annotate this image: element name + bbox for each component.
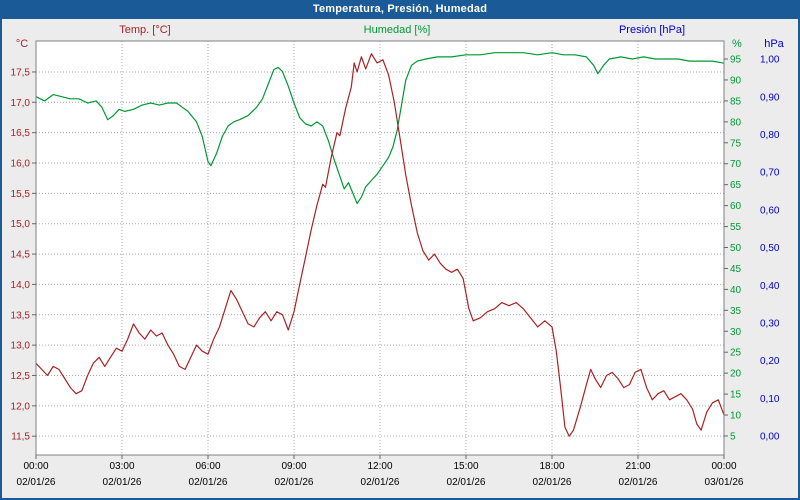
temp-axis-unit: °C bbox=[16, 38, 28, 50]
temp-tick-label: 17,5 bbox=[11, 67, 31, 78]
temp-tick-label: 13,5 bbox=[11, 310, 31, 321]
pressure-tick-label: 0,10 bbox=[760, 394, 780, 405]
humidity-tick-label: 45 bbox=[730, 264, 742, 275]
x-date-label: 02/01/26 bbox=[17, 477, 56, 488]
humidity-tick-label: 60 bbox=[730, 201, 742, 212]
pressure-tick-label: 0,00 bbox=[760, 432, 780, 443]
temp-axis: 17,5 17,0 16,5 16,0 15,5 15,0 14,5 14,0 13,5 13,0… bbox=[11, 38, 36, 443]
temp-tick-label: 14,5 bbox=[11, 250, 31, 261]
temp-tick-label: 14,0 bbox=[11, 280, 31, 291]
chart-canvas: 17,5 17,0 16,5 16,0 15,5 15,0 14,5 14,0 13,5 13,0… bbox=[11, 24, 785, 488]
humidity-tick-label: 40 bbox=[730, 285, 742, 296]
temp-tick-label: 15,5 bbox=[11, 189, 31, 200]
temp-tick-label: 15,0 bbox=[11, 219, 31, 230]
humidity-tick-label: 5 bbox=[730, 431, 736, 442]
humidity-tick-label: 30 bbox=[730, 327, 742, 338]
pressure-tick-label: 0,60 bbox=[760, 205, 780, 216]
legend-temp: Temp. [°C] bbox=[119, 24, 170, 36]
temp-series-line bbox=[35, 53, 725, 437]
x-time-label: 03:00 bbox=[109, 461, 134, 472]
humidity-tick-label: 35 bbox=[730, 306, 742, 317]
temp-tick-label: 11,5 bbox=[11, 432, 30, 443]
pressure-axis: 1,00 0,90 0,80 0,70 0,60 0,50 0,40 0,30 0,20 0,10… bbox=[760, 38, 785, 443]
humidity-axis-unit: % bbox=[732, 38, 742, 50]
humidity-tick-label: 80 bbox=[730, 117, 742, 128]
temp-tick-label: 12,5 bbox=[11, 371, 31, 382]
legend-humidity: Humedad [%] bbox=[364, 24, 431, 36]
window-title-bar: Temperatura, Presión, Humedad bbox=[0, 0, 800, 19]
pressure-tick-label: 0,70 bbox=[760, 168, 780, 179]
humidity-axis: 95 90 85 80 75 70 65 60 55 50 45 40 35 30 25 20 15 10 5% bbox=[724, 38, 742, 442]
x-time-label: 21:00 bbox=[625, 461, 650, 472]
temp-tick-label: 13,0 bbox=[11, 341, 31, 352]
x-date-label: 02/01/26 bbox=[103, 477, 142, 488]
temp-tick-label: 16,5 bbox=[11, 128, 31, 139]
pressure-tick-label: 0,90 bbox=[760, 92, 780, 103]
pressure-axis-unit: hPa bbox=[764, 38, 784, 50]
x-time-label: 00:00 bbox=[711, 461, 736, 472]
humidity-tick-label: 70 bbox=[730, 159, 742, 170]
x-date-label: 02/01/26 bbox=[533, 477, 572, 488]
temp-tick-label: 16,0 bbox=[11, 159, 31, 170]
x-time-label: 09:00 bbox=[281, 461, 306, 472]
humidity-tick-label: 50 bbox=[730, 243, 742, 254]
x-time-label: 00:00 bbox=[23, 461, 48, 472]
window-title: Temperatura, Presión, Humedad bbox=[312, 3, 488, 15]
pressure-tick-label: 0,50 bbox=[760, 243, 780, 254]
humidity-tick-label: 95 bbox=[730, 55, 742, 66]
x-time-label: 18:00 bbox=[539, 461, 564, 472]
x-date-label: 03/01/26 bbox=[705, 477, 744, 488]
humidity-tick-label: 20 bbox=[730, 369, 742, 380]
x-date-label: 02/01/26 bbox=[275, 477, 314, 488]
x-time-label: 06:00 bbox=[195, 461, 220, 472]
pressure-tick-label: 0,40 bbox=[760, 281, 780, 292]
humidity-tick-label: 10 bbox=[730, 411, 742, 422]
x-date-label: 02/01/26 bbox=[189, 477, 228, 488]
humidity-tick-label: 75 bbox=[730, 138, 742, 149]
x-axis: 00:00 02/01/26 03:00 02/01/26 06:00 02/01/26 0… bbox=[17, 455, 744, 488]
x-time-label: 15:00 bbox=[453, 461, 478, 472]
pressure-tick-label: 1,00 bbox=[760, 55, 780, 66]
temp-tick-label: 17,0 bbox=[11, 98, 31, 109]
humidity-tick-label: 65 bbox=[730, 180, 742, 191]
humidity-tick-label: 25 bbox=[730, 348, 742, 359]
x-date-label: 02/01/26 bbox=[361, 477, 400, 488]
legend: Temp. [°C] Humedad [%] Presión [hPa] bbox=[119, 24, 685, 36]
x-date-label: 02/01/26 bbox=[619, 477, 658, 488]
x-date-label: 02/01/26 bbox=[447, 477, 486, 488]
humidity-tick-label: 90 bbox=[730, 75, 742, 86]
pressure-tick-label: 0,80 bbox=[760, 130, 780, 141]
humidity-tick-label: 15 bbox=[730, 390, 742, 401]
legend-pressure: Presión [hPa] bbox=[619, 24, 685, 36]
humidity-tick-label: 55 bbox=[730, 222, 742, 233]
pressure-tick-label: 0,20 bbox=[760, 356, 780, 367]
pressure-tick-label: 0,30 bbox=[760, 319, 780, 330]
x-time-label: 12:00 bbox=[367, 461, 392, 472]
temp-tick-label: 12,0 bbox=[11, 401, 31, 412]
humidity-tick-label: 85 bbox=[730, 96, 742, 107]
humidity-series-line bbox=[35, 52, 725, 205]
